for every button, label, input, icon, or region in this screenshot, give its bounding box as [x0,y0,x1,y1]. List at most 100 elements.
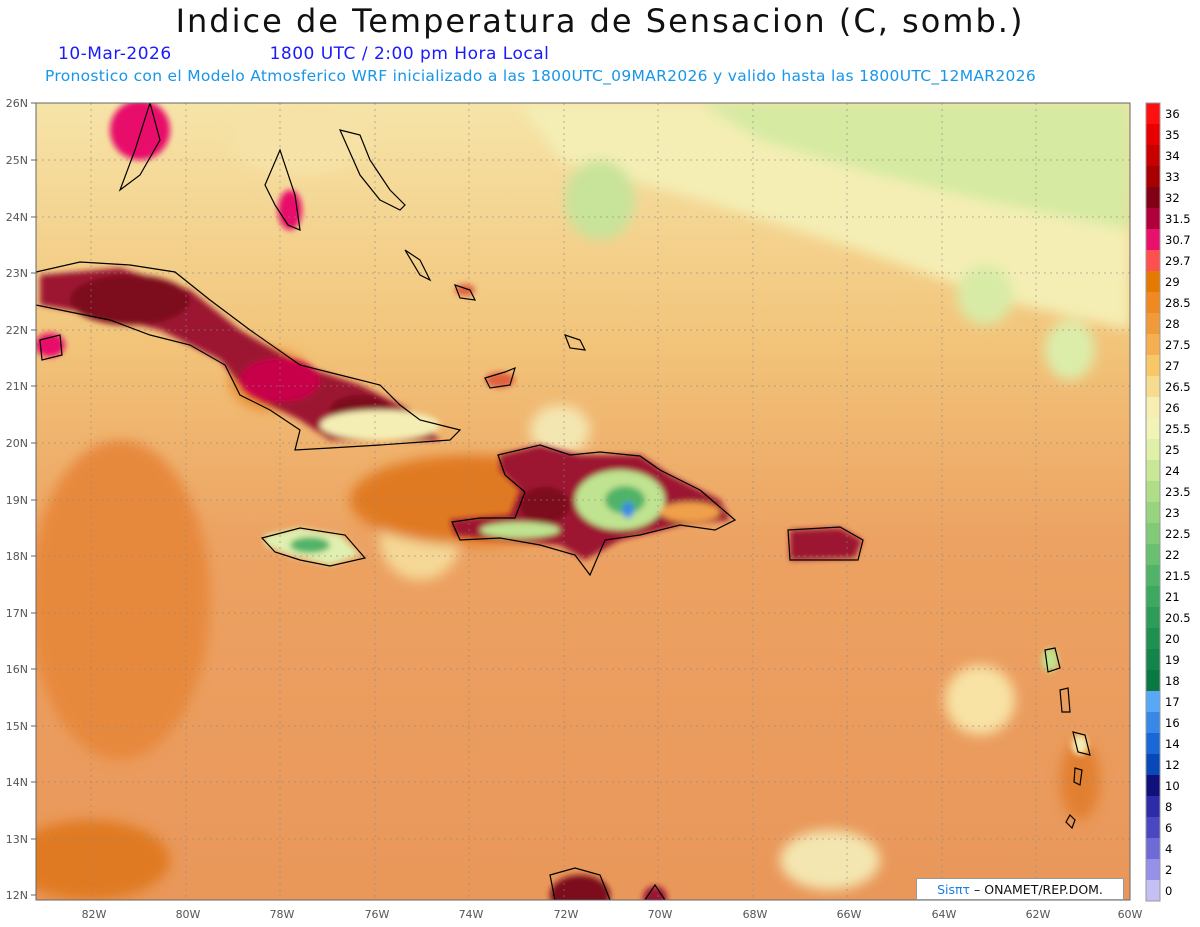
coastlines [36,103,1091,900]
colorbar-swatch [1146,817,1160,838]
lat-label: 26N [6,97,28,110]
colorbar-label: 27.5 [1165,338,1191,352]
longitude-axis: 82W 80W 78W 76W 74W 72W 70W 68W 66W 64W … [82,908,1143,921]
colorbar-label: 14 [1165,737,1180,751]
lat-label: 18N [6,550,28,563]
colorbar-label: 22.5 [1165,527,1191,541]
colorbar-swatch [1146,250,1160,271]
lat-label: 24N [6,211,28,224]
colorbar-swatch [1146,208,1160,229]
colorbar-label: 16 [1165,716,1180,730]
colorbar-label: 24 [1165,464,1180,478]
lat-label: 21N [6,380,28,393]
colorbar-label: 25.5 [1165,422,1191,436]
colorbar-label: 6 [1165,821,1172,835]
colorbar-label: 33 [1165,170,1180,184]
colorbar-swatch [1146,334,1160,355]
colorbar-swatch [1146,145,1160,166]
forecast-description: Pronostico con el Modelo Atmosferico WRF… [45,67,1037,85]
colorbar-swatch [1146,565,1160,586]
colorbar-swatch [1146,670,1160,691]
lon-label: 78W [270,908,295,921]
map-frame [35,102,1131,901]
colorbar-label: 30.7 [1165,233,1191,247]
colorbar-swatch [1146,502,1160,523]
colorbar-swatch [1146,733,1160,754]
colorbar-swatch [1146,859,1160,880]
colorbar-swatch [1146,523,1160,544]
colorbar-swatch [1146,880,1160,901]
colorbar-label: 20 [1165,632,1180,646]
colorbar-label: 28.5 [1165,296,1191,310]
colorbar-label: 21.5 [1165,569,1191,583]
colorbar-label: 26.5 [1165,380,1191,394]
lat-label: 17N [6,607,28,620]
colorbar-swatch [1146,229,1160,250]
colorbar-label: 12 [1165,758,1180,772]
colorbar-swatch [1146,376,1160,397]
colorbar-label: 21 [1165,590,1180,604]
lon-label: 82W [82,908,107,921]
colorbar-label: 0 [1165,884,1172,898]
lon-label: 80W [176,908,201,921]
colorbar-label: 28 [1165,317,1180,331]
lat-label: 20N [6,437,28,450]
colorbar-swatch [1146,775,1160,796]
lat-label: 23N [6,267,28,280]
colorbar-swatch [1146,103,1160,124]
lat-label: 19N [6,494,28,507]
lon-label: 60W [1118,908,1143,921]
colorbar-swatch [1146,628,1160,649]
colorbar-label: 17 [1165,695,1180,709]
colorbar-swatch [1146,460,1160,481]
colorbar-swatch [1146,271,1160,292]
colorbar-swatch [1146,397,1160,418]
lon-label: 68W [743,908,768,921]
forecast-time: 1800 UTC / 2:00 pm Hora Local [269,44,550,64]
lon-label: 74W [459,908,484,921]
colorbar-label: 19 [1165,653,1180,667]
credit-box: Sisπτ – ONAMET/REP.DOM. [916,878,1124,900]
colorbar-label: 10 [1165,779,1180,793]
colorbar-swatch [1146,439,1160,460]
colorbar-label: 35 [1165,128,1180,142]
lat-label: 22N [6,324,28,337]
colorbar-label: 26 [1165,401,1180,415]
colorbar-swatch [1146,187,1160,208]
lon-label: 72W [554,908,579,921]
colorbar-label: 31.5 [1165,212,1191,226]
lat-label: 25N [6,154,28,167]
colorbar-frame [1145,102,1161,902]
credit-text: – ONAMET/REP.DOM. [974,881,1103,897]
graticule [36,103,1130,900]
colorbar-label: 2 [1165,863,1172,877]
colorbar-swatch [1146,292,1160,313]
forecast-date: 10-Mar-2026 [58,44,172,64]
lat-ticks [31,102,36,896]
lat-label: 12N [6,889,28,902]
lon-label: 66W [837,908,862,921]
colorbar-label: 27 [1165,359,1180,373]
colorbar-swatch [1146,607,1160,628]
colorbar-label: 20.5 [1165,611,1191,625]
colorbar-label: 34 [1165,149,1180,163]
colorbar-swatch [1146,313,1160,334]
colorbar-swatch [1146,586,1160,607]
colorbar-label: 23.5 [1165,485,1191,499]
colorbar-label: 32 [1165,191,1180,205]
colorbar-label: 4 [1165,842,1172,856]
colorbar-swatch [1146,649,1160,670]
lon-label: 62W [1026,908,1051,921]
forecast-date-line: 10-Mar-2026 1800 UTC / 2:00 pm Hora Loca… [58,44,549,64]
heat-index-field [36,103,1130,900]
lon-label: 64W [932,908,957,921]
colorbar-label: 23 [1165,506,1180,520]
colorbar-label: 18 [1165,674,1180,688]
latitude-axis: 26N 25N 24N 23N 22N 21N 20N 19N 18N 17N … [6,97,28,902]
colorbar-swatch [1146,691,1160,712]
lon-label: 76W [365,908,390,921]
map-title: Indice de Temperatura de Sensacion (C, s… [175,2,1025,40]
colorbar-swatch [1146,124,1160,145]
colorbar-label: 29 [1165,275,1180,289]
lat-label: 15N [6,720,28,733]
